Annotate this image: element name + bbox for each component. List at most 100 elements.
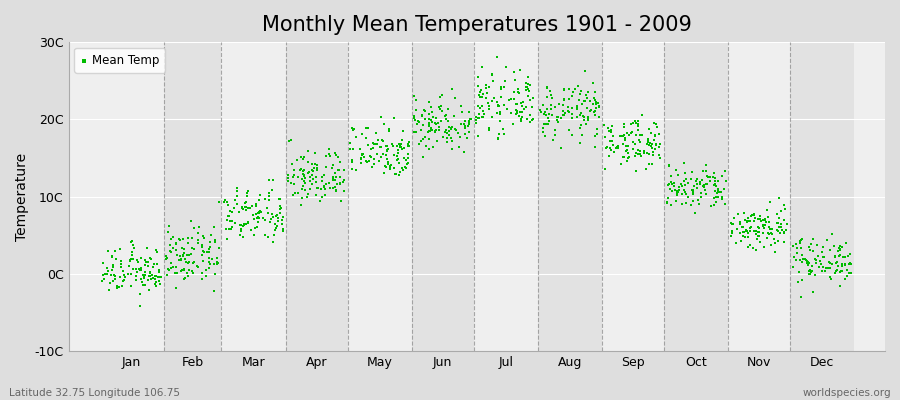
Mean Temp xyxy=(577,114,591,120)
Mean Temp xyxy=(230,188,244,194)
Mean Temp xyxy=(711,186,725,192)
Mean Temp xyxy=(511,89,526,95)
Mean Temp xyxy=(632,137,646,144)
Mean Temp xyxy=(252,197,266,204)
Mean Temp xyxy=(837,276,851,282)
Mean Temp xyxy=(301,148,315,154)
Mean Temp xyxy=(319,181,333,188)
Mean Temp xyxy=(772,195,787,202)
Mean Temp xyxy=(644,129,658,136)
Mean Temp xyxy=(807,272,822,278)
Mean Temp xyxy=(504,110,518,116)
Mean Temp xyxy=(161,266,176,272)
Mean Temp xyxy=(749,227,763,234)
Mean Temp xyxy=(770,226,784,233)
Mean Temp xyxy=(394,143,409,150)
Mean Temp xyxy=(788,254,802,260)
Mean Temp xyxy=(318,192,332,198)
Mean Temp xyxy=(384,162,399,168)
Mean Temp xyxy=(297,173,311,179)
Mean Temp xyxy=(240,193,255,199)
Mean Temp xyxy=(757,244,771,250)
Mean Temp xyxy=(158,253,173,259)
Mean Temp xyxy=(819,265,833,271)
Mean Temp xyxy=(525,117,539,124)
Mean Temp xyxy=(142,273,157,279)
Mean Temp xyxy=(331,166,346,173)
Mean Temp xyxy=(363,153,377,160)
Mean Temp xyxy=(823,274,837,281)
Mean Temp xyxy=(610,144,625,150)
Mean Temp xyxy=(203,232,218,238)
Mean Temp xyxy=(96,272,111,278)
Mean Temp xyxy=(295,168,310,174)
Mean Temp xyxy=(362,158,376,164)
Mean Temp xyxy=(360,159,374,165)
Mean Temp xyxy=(191,237,205,243)
Mean Temp xyxy=(693,181,707,187)
Mean Temp xyxy=(318,186,332,192)
Mean Temp xyxy=(234,222,248,228)
Mean Temp xyxy=(329,188,344,194)
Mean Temp xyxy=(445,86,459,92)
Mean Temp xyxy=(343,146,357,152)
Mean Temp xyxy=(273,206,287,213)
Mean Temp xyxy=(392,144,407,150)
Mean Temp xyxy=(309,179,323,186)
Mean Temp xyxy=(302,178,317,185)
Mean Temp xyxy=(479,95,493,102)
Mean Temp xyxy=(498,78,512,84)
Mean Temp xyxy=(835,268,850,274)
Mean Temp xyxy=(461,123,475,129)
Bar xyxy=(285,42,347,351)
Mean Temp xyxy=(197,235,211,242)
Mean Temp xyxy=(482,103,496,110)
Mean Temp xyxy=(358,158,373,164)
Mean Temp xyxy=(652,141,667,147)
Mean Temp xyxy=(421,122,436,128)
Mean Temp xyxy=(716,186,731,192)
Mean Temp xyxy=(219,225,233,232)
Mean Temp xyxy=(401,139,416,145)
Mean Temp xyxy=(142,255,157,261)
Mean Temp xyxy=(260,205,274,212)
Mean Temp xyxy=(359,135,374,141)
Mean Temp xyxy=(842,270,857,276)
Mean Temp xyxy=(140,245,154,252)
Mean Temp xyxy=(684,187,698,194)
Mean Temp xyxy=(678,182,692,188)
Mean Temp xyxy=(534,109,548,115)
Mean Temp xyxy=(799,257,814,263)
Mean Temp xyxy=(457,125,472,131)
Mean Temp xyxy=(629,168,643,174)
Mean Temp xyxy=(564,132,579,138)
Mean Temp xyxy=(725,228,740,235)
Mean Temp xyxy=(379,143,393,149)
Mean Temp xyxy=(244,227,258,234)
Mean Temp xyxy=(185,260,200,267)
Mean Temp xyxy=(186,246,201,252)
Mean Temp xyxy=(631,122,645,129)
Mean Temp xyxy=(473,89,488,96)
Mean Temp xyxy=(622,132,636,138)
Mean Temp xyxy=(389,171,403,177)
Mean Temp xyxy=(199,273,213,280)
Mean Temp xyxy=(261,197,275,203)
Mean Temp xyxy=(832,245,846,251)
Mean Temp xyxy=(446,113,461,119)
Mean Temp xyxy=(518,87,533,93)
Mean Temp xyxy=(703,178,717,184)
Mean Temp xyxy=(479,82,493,88)
Mean Temp xyxy=(462,119,476,126)
Mean Temp xyxy=(471,103,485,110)
Mean Temp xyxy=(518,106,532,112)
Mean Temp xyxy=(806,289,820,295)
Bar xyxy=(164,42,221,351)
Mean Temp xyxy=(743,213,758,220)
Mean Temp xyxy=(482,100,496,106)
Mean Temp xyxy=(126,266,140,272)
Mean Temp xyxy=(150,249,165,256)
Mean Temp xyxy=(536,102,550,108)
Mean Temp xyxy=(827,253,842,260)
Mean Temp xyxy=(619,142,634,149)
